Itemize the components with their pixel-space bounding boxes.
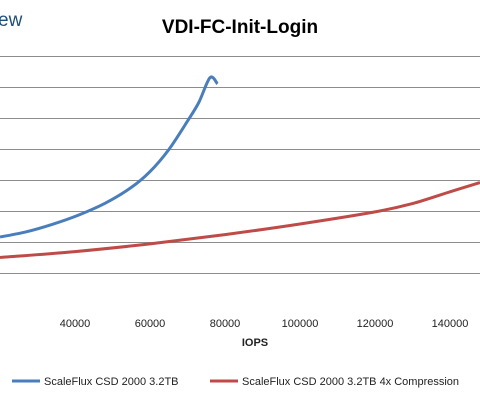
x-axis-title: IOPS <box>242 337 268 349</box>
chart-title: VDI-FC-Init-Login <box>162 17 318 38</box>
series-layer <box>0 75 480 259</box>
x-tick-label: 100000 <box>282 318 319 330</box>
series-line-1 <box>0 75 219 239</box>
legend-label-series-2: ScaleFlux CSD 2000 3.2TB 4x Compression <box>242 376 459 388</box>
x-tick-label: 80000 <box>210 318 241 330</box>
x-tick-labels: 40000 60000 80000 100000 120000 140000 <box>60 318 469 330</box>
corner-text: ew <box>0 10 23 31</box>
x-tick-label: 40000 <box>60 318 91 330</box>
x-tick-label: 140000 <box>432 318 469 330</box>
x-tick-label: 120000 <box>357 318 394 330</box>
series-line-2 <box>0 181 480 259</box>
legend-label-series-1: ScaleFlux CSD 2000 3.2TB <box>44 376 179 388</box>
x-tick-label: 60000 <box>135 318 166 330</box>
legend: ScaleFlux CSD 2000 3.2TB ScaleFlux CSD 2… <box>12 376 459 388</box>
gridlines <box>0 56 480 274</box>
